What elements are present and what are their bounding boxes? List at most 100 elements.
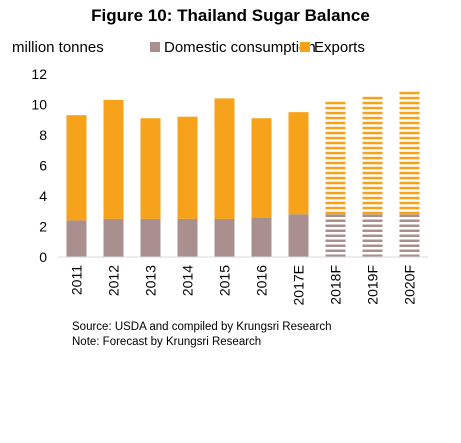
x-tick-label: 2012 [106,265,122,296]
bar-stripe [325,106,346,110]
bar-stripe [362,219,383,222]
bar-stripe [399,219,420,222]
bar-segment [251,118,272,218]
bar-stripe [325,126,346,130]
bar-stripe [325,254,346,257]
x-tick-label: 2015 [217,265,233,296]
bar-stripe [399,249,420,252]
bar-stripe [399,229,420,232]
bar-segment [177,218,198,257]
bar-stripe [325,186,346,190]
x-tick-label: 2014 [180,265,196,296]
bar-stripe [325,211,346,215]
bar-stripe [362,201,383,205]
bar-stripe [399,186,420,190]
bar-stripe [399,111,420,115]
bar-stripe [399,254,420,257]
bar-stripe [399,96,420,100]
bar-stripe [325,156,346,160]
x-tick-label: 2020F [402,265,418,305]
bar-stripe [325,201,346,205]
bar-stripe [325,249,346,252]
bar-stripe [325,181,346,185]
bar-stripe [399,239,420,242]
bar-stripe [325,146,346,150]
bar-segment-forecast [325,214,346,257]
y-tick-label: 0 [39,249,47,265]
x-tick-label: 2016 [254,265,270,296]
bar-stripe [399,234,420,237]
bar-stripe [325,141,346,145]
bar-stripe [399,106,420,110]
bar-stripe [325,176,346,180]
bar-segment [140,118,161,219]
bar-stripe [399,116,420,120]
bar-stripe [399,126,420,130]
y-tick-label: 4 [39,188,47,204]
bar-stripe [325,166,346,170]
bar-stripe [362,249,383,252]
bar-stripe [362,166,383,170]
bar-stripe [362,176,383,180]
bar-stripe [325,244,346,247]
bar-stripe [325,116,346,120]
x-tick-label: 2017E [291,265,307,305]
bar-segment [177,116,198,219]
bar-stripe [362,214,383,217]
bar-stripe [325,171,346,175]
bar-stripe [399,206,420,210]
bar-stripe [325,229,346,232]
bar-stripe [399,171,420,175]
bar-stripe [399,121,420,125]
bar-stripe [325,161,346,165]
bar-stripe [362,239,383,242]
chart-plot: million tonnes Domestic consumptionExpor… [12,39,428,306]
bar-stripe [362,181,383,185]
x-tick-label: 2013 [143,265,159,296]
bar-stripe [362,206,383,210]
bar-segment-forecast [399,214,420,257]
bar-stripe [362,211,383,215]
bar-segment-forecast [362,214,383,257]
chart-title: Figure 10: Thailand Sugar Balance [91,6,370,25]
bar-segment [251,217,272,257]
bar-stripe [325,224,346,227]
bar-stripe [325,219,346,222]
y-tick-label: 8 [39,127,47,143]
bar-segment-forecast [362,96,383,215]
bar-stripe [399,214,420,217]
x-tick-label: 2011 [69,265,85,295]
y-axis-label: million tonnes [12,39,104,56]
x-axis: 2011 2012 2013 2014 2015 2016 2017E 2018F 2019F 2… [69,265,418,306]
bar-stripe [362,171,383,175]
bar-stripe [325,131,346,135]
bar-stripe [362,196,383,200]
y-axis: 0 2 4 6 8 10 12 [31,66,47,265]
bar-segment [140,218,161,257]
bar-segment [103,218,124,257]
bar-segment-forecast [399,91,420,215]
bar-stripe [362,234,383,237]
bar-stripe [362,244,383,247]
bar-stripe [362,96,383,100]
bar-stripe [399,196,420,200]
bar-segment [66,220,87,257]
bar-stripe [325,206,346,210]
bar-stripe [325,121,346,125]
bar-stripe [399,146,420,150]
bar-stripe [362,111,383,115]
y-tick-label: 12 [31,66,47,82]
bar-segment [214,98,235,219]
legend-swatch [150,42,160,52]
x-tick-label: 2018F [328,265,344,305]
source-note: Source: USDA and compiled by Krungsri Re… [72,321,332,333]
bar-stripe [399,101,420,105]
bar-segment [288,112,309,215]
legend-label: Domestic consumption [164,39,316,56]
bar-stripe [362,136,383,140]
bar-stripe [362,101,383,105]
bar-stripe [362,141,383,145]
bar-stripe [362,224,383,227]
bar-stripe [362,106,383,110]
y-tick-label: 6 [39,158,47,174]
